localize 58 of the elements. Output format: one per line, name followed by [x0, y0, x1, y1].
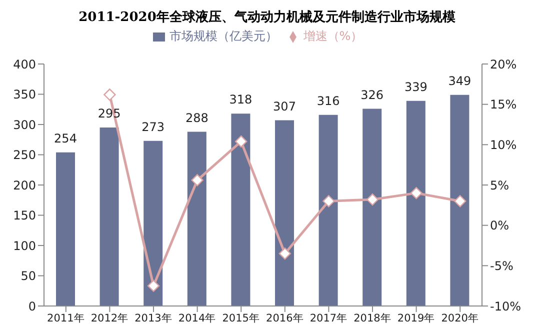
data-label: 316 — [316, 94, 340, 108]
bar — [231, 114, 250, 306]
point — [366, 193, 379, 206]
y2-tick-label: -5% — [490, 258, 514, 273]
data-label: 254 — [54, 131, 77, 146]
bar — [450, 94, 470, 306]
y2-tick-label: -10% — [490, 299, 522, 314]
bar — [406, 100, 426, 306]
bar — [100, 128, 119, 306]
y2-tick-label: 15% — [490, 98, 517, 112]
data-label: 273 — [142, 120, 165, 134]
x-tick-label: 2020年 — [441, 312, 479, 324]
y-tick-label: 200 — [13, 178, 36, 192]
y2-tick-label: 0% — [490, 218, 510, 233]
y2-tick-label: 20% — [490, 57, 517, 72]
bar — [275, 120, 294, 306]
bar — [362, 108, 382, 306]
data-label: 339 — [404, 80, 428, 94]
bar — [56, 152, 75, 306]
bar — [144, 140, 163, 306]
x-tick-label: 2014年 — [178, 312, 216, 324]
bar — [187, 132, 206, 306]
x-tick-label: 2016年 — [266, 312, 304, 324]
x-tick-label: 2017年 — [310, 312, 348, 324]
y-tick-label: 350 — [13, 88, 36, 102]
y2-tick-label: 10% — [490, 138, 517, 152]
y-tick-label: 100 — [13, 238, 36, 253]
point — [147, 280, 160, 292]
data-label: 326 — [360, 88, 384, 102]
legend-label: 市场规模（亿美元） — [169, 29, 278, 43]
data-label: 318 — [229, 92, 252, 107]
x-tick-label: 2012年 — [90, 312, 129, 324]
bar — [318, 114, 338, 306]
point — [235, 135, 248, 148]
point — [322, 195, 335, 208]
y-tick-label: 150 — [13, 208, 36, 223]
x-tick-label: 2011年 — [47, 312, 85, 324]
y-tick-label: 400 — [13, 57, 36, 72]
point — [191, 174, 204, 186]
point — [278, 247, 291, 260]
y2-tick-label: 5% — [490, 178, 510, 192]
data-label: 307 — [273, 99, 296, 114]
chart-title: 2011-2020年全球液压、气动动力机械及元件制造行业市场规模 — [78, 8, 456, 27]
y-tick-label: 50 — [20, 269, 36, 284]
legend-label: 增速（%） — [303, 29, 363, 43]
point — [410, 186, 422, 200]
y-tick-label: 0 — [28, 299, 36, 314]
x-tick-label: 2019年 — [397, 312, 436, 324]
x-tick-label: 2018年 — [354, 312, 392, 324]
data-label: 288 — [185, 110, 208, 125]
data-label: 349 — [448, 74, 472, 88]
data-label: 295 — [98, 106, 121, 121]
y-tick-label: 300 — [13, 118, 36, 132]
y-tick-label: 250 — [13, 148, 36, 162]
x-tick-label: 2015年 — [222, 312, 260, 324]
point — [454, 195, 466, 208]
x-tick-label: 2013年 — [134, 312, 172, 324]
point — [104, 88, 116, 101]
